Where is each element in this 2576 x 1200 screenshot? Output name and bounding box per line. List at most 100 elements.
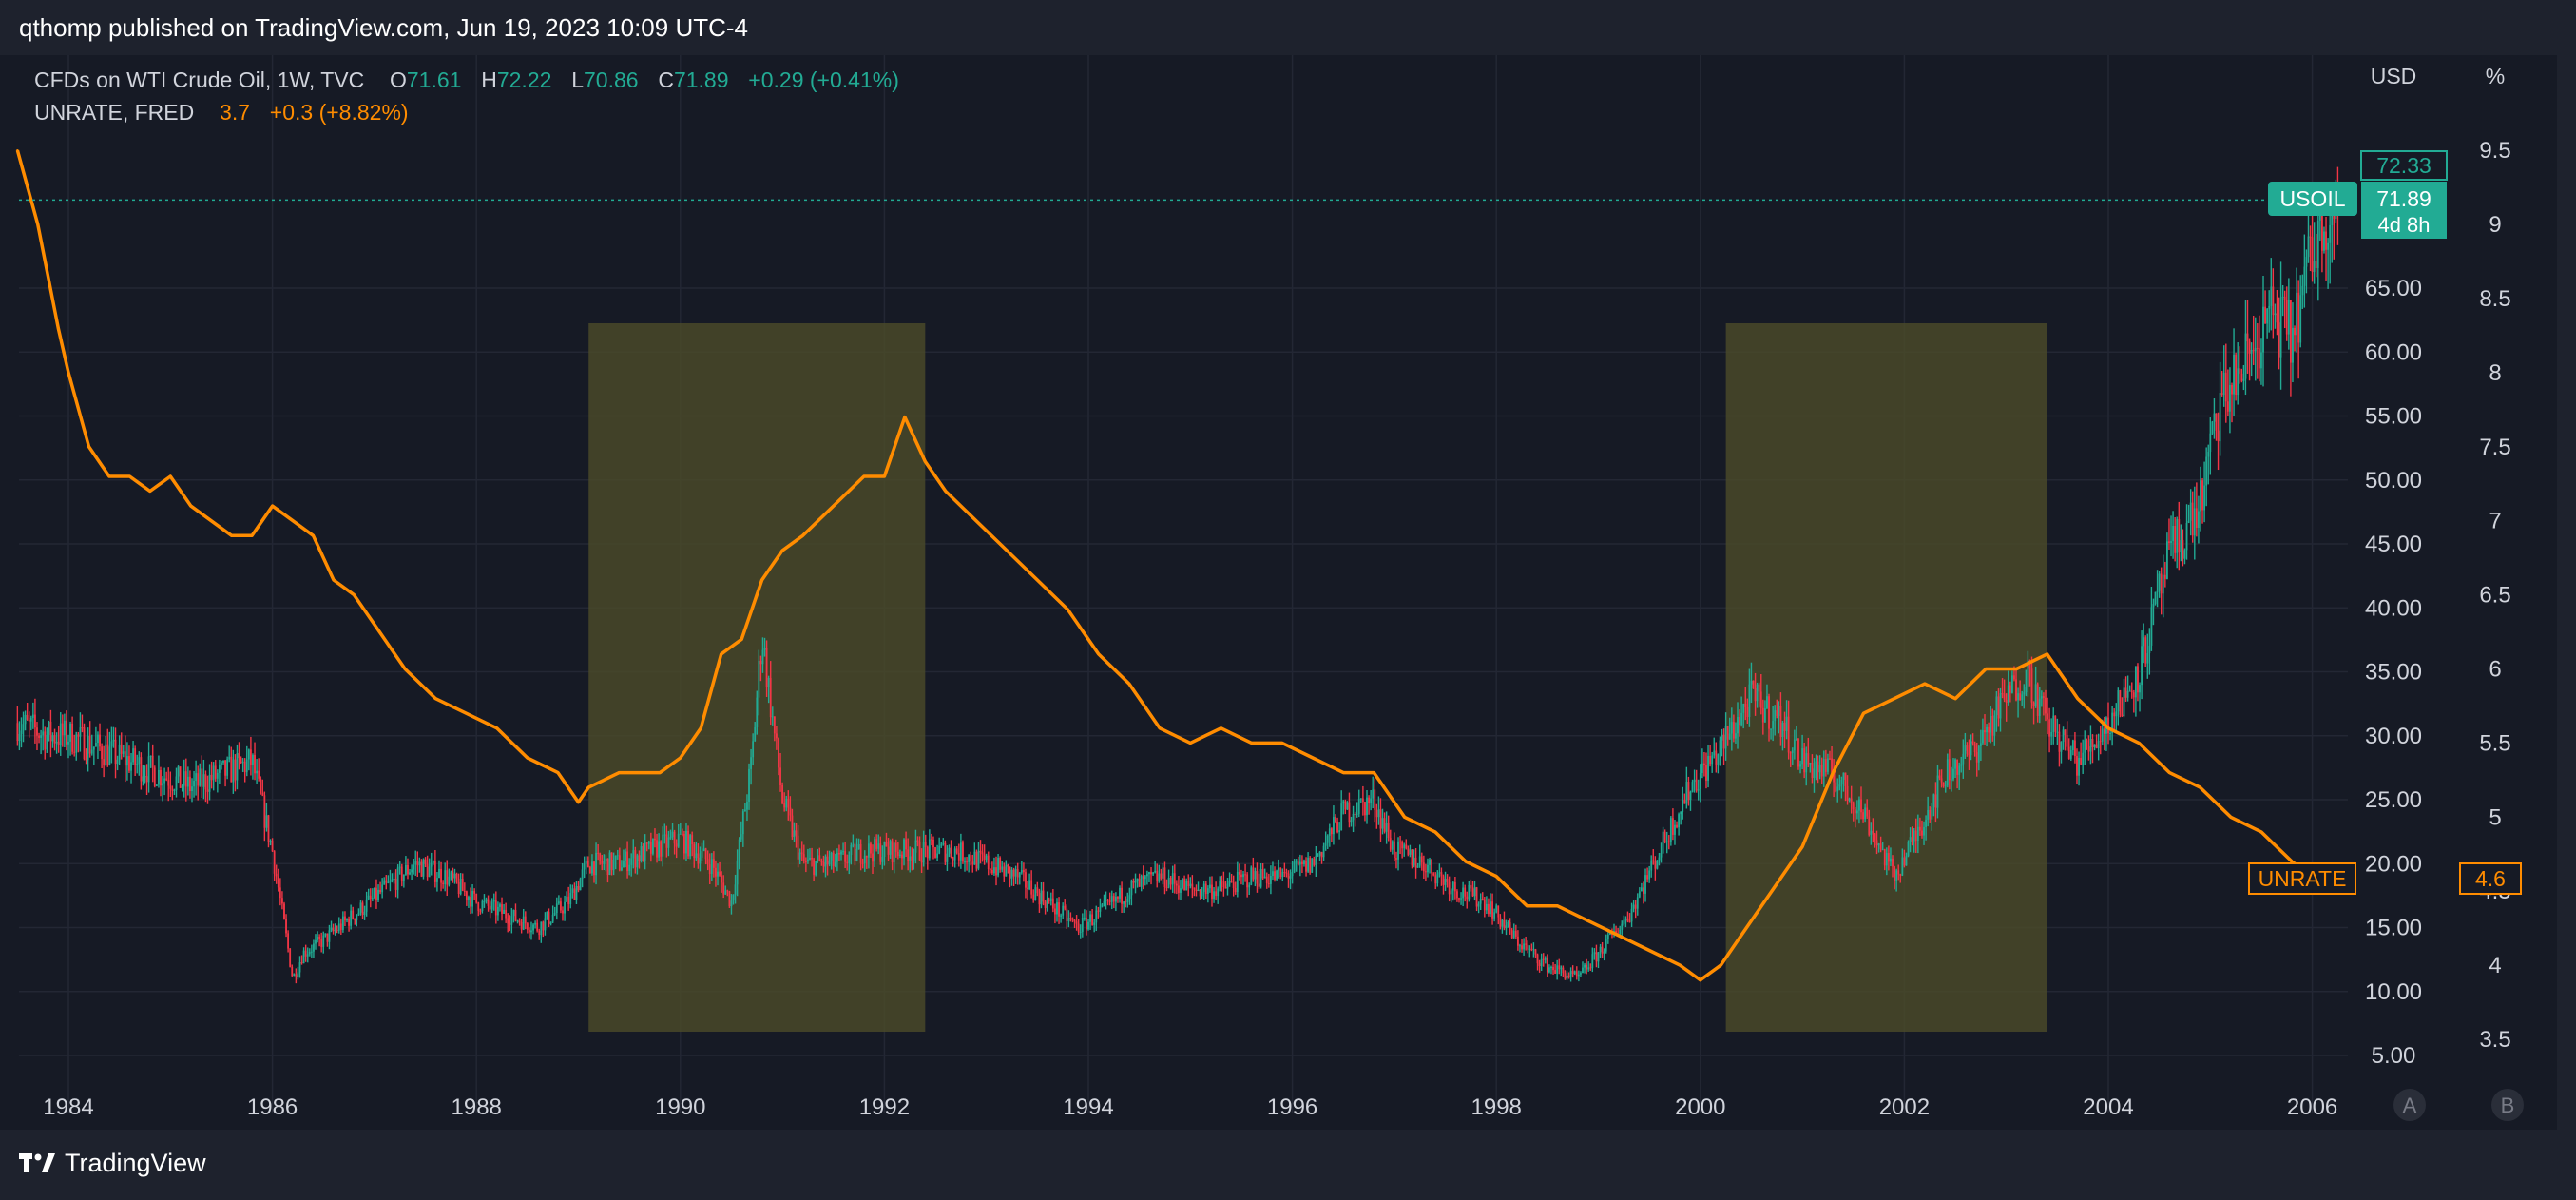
oil-candle <box>1763 708 1766 723</box>
oil-candle <box>1413 857 1415 866</box>
oil-candle <box>683 833 685 854</box>
oil-candle <box>1414 857 1417 868</box>
oil-candle <box>132 748 134 763</box>
unrate-point <box>67 371 70 375</box>
oil-candle <box>573 888 576 900</box>
oil-candle <box>36 727 38 736</box>
oil-candle <box>1422 862 1425 872</box>
oil-candle <box>702 848 705 852</box>
oil-candle <box>852 844 855 846</box>
oil-candle <box>1213 891 1215 900</box>
oil-candle <box>169 785 172 789</box>
oil-candle <box>1313 858 1316 865</box>
oil-candle <box>110 741 113 747</box>
unrate-legend[interactable]: UNRATE, FRED 3.7 +0.3 (+8.82%) <box>34 100 409 126</box>
oil-candle <box>1062 905 1065 916</box>
highlight-box <box>588 323 926 1032</box>
oil-candle <box>57 741 60 745</box>
oil-candle <box>1330 828 1333 835</box>
oil-candle <box>1121 887 1123 904</box>
scale-a-button[interactable] <box>2393 1089 2426 1121</box>
oil-candle <box>536 922 539 931</box>
oil-candle <box>1381 818 1384 829</box>
oil-candle <box>1023 870 1025 873</box>
oil-candle <box>2316 220 2319 268</box>
oil-candle <box>2050 732 2053 737</box>
price-tick-label: 10.00 <box>2365 979 2422 1005</box>
oil-candle <box>1485 903 1488 911</box>
oil-open-label: O <box>389 68 407 92</box>
oil-candle <box>1475 887 1478 907</box>
oil-candle <box>2323 231 2325 251</box>
unrate-point <box>57 326 60 330</box>
oil-candle <box>859 843 862 863</box>
oil-candle <box>1256 871 1259 884</box>
oil-candle <box>715 867 717 877</box>
oil-candle <box>2003 693 2006 701</box>
oil-candle <box>1420 856 1423 863</box>
oil-candle <box>1025 872 1027 888</box>
oil-candle <box>1293 861 1296 873</box>
unrate-point <box>271 504 274 508</box>
tradingview-logo[interactable]: TradingView <box>19 1149 206 1178</box>
oil-candle <box>1960 764 1963 766</box>
oil-candle <box>1984 730 1986 733</box>
oil-candle <box>1715 750 1718 765</box>
chart-canvas[interactable]: 1984 1986 1988 1990 1992 1994 1996 1998 2000 2002… <box>0 55 2557 1130</box>
oil-candle <box>51 735 54 742</box>
oil-candle <box>1852 803 1855 810</box>
oil-candle <box>163 778 166 784</box>
oil-candle <box>761 649 764 665</box>
oil-candle <box>811 858 813 860</box>
oil-candle <box>973 851 976 865</box>
oil-candle <box>901 854 903 859</box>
scale-b-button[interactable] <box>2491 1089 2524 1121</box>
oil-candle <box>2086 740 2088 747</box>
oil-symbol-name[interactable]: CFDs on WTI Crude Oil, 1W, TVC <box>34 68 365 92</box>
oil-candle <box>144 776 146 778</box>
oil-candle <box>818 855 821 861</box>
oil-candle <box>300 962 303 964</box>
oil-candle <box>1558 965 1561 970</box>
oil-candle <box>1491 901 1493 919</box>
oil-candle <box>1163 867 1166 887</box>
percent-tick-label: 9 <box>2489 212 2501 238</box>
chart-pane[interactable]: 1984 1986 1988 1990 1992 1994 1996 1998 2000 2002… <box>0 55 2557 1130</box>
oil-candle <box>153 767 156 786</box>
unrate-point <box>720 652 722 656</box>
oil-candle <box>1429 859 1431 865</box>
x-tick-label: 1994 <box>1063 1094 1113 1120</box>
oil-candle <box>2126 690 2129 698</box>
oil-candle <box>258 770 260 779</box>
oil-legend[interactable]: CFDs on WTI Crude Oil, 1W, TVC O71.61 H7… <box>34 68 899 93</box>
oil-candle <box>1756 684 1759 702</box>
oil-candle <box>1108 900 1111 902</box>
oil-candle <box>2325 231 2327 250</box>
unrate-point <box>373 623 376 626</box>
oil-candle <box>771 716 774 718</box>
unrate-series <box>15 149 2314 982</box>
oil-candle <box>2191 502 2194 536</box>
oil-candle <box>315 939 317 944</box>
oil-candle <box>1193 887 1196 890</box>
oil-candle <box>1740 712 1743 726</box>
oil-candle <box>730 900 733 907</box>
oil-candle <box>1046 899 1048 909</box>
oil-candle <box>1258 883 1260 887</box>
unrate-symbol-name[interactable]: UNRATE, FRED <box>34 100 195 125</box>
usoil-high-value: 72.33 <box>2376 153 2432 178</box>
oil-candle <box>448 876 451 885</box>
oil-candle <box>2015 679 2017 701</box>
oil-candle <box>1375 809 1378 818</box>
oil-candle <box>894 842 897 852</box>
oil-candle <box>2103 728 2105 734</box>
oil-candle <box>1138 878 1141 887</box>
oil-candle <box>601 861 604 864</box>
oil-candle <box>964 861 966 863</box>
oil-candle <box>317 937 318 940</box>
oil-candle <box>1840 779 1843 785</box>
oil-candle <box>618 855 621 871</box>
oil-candle <box>2327 242 2330 250</box>
oil-candle <box>802 854 805 862</box>
